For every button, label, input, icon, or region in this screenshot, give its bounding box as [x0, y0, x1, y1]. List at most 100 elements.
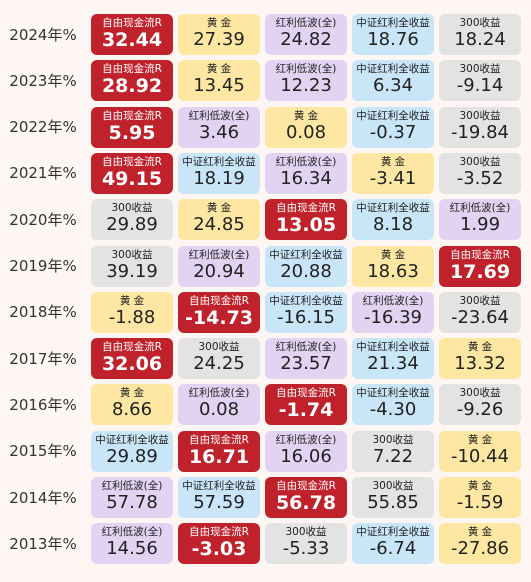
asset-name: 黄 金 [380, 248, 406, 261]
return-value: 13.32 [454, 353, 506, 375]
return-cell: 自由现金流R 49.15 [91, 152, 173, 194]
asset-name: 300收益 [459, 155, 501, 168]
asset-name: 300收益 [111, 248, 153, 261]
return-cell: 自由现金流R 17.69 [439, 245, 521, 287]
return-value: -6.74 [369, 538, 417, 560]
return-value: 29.89 [106, 214, 158, 236]
asset-name: 自由现金流R [102, 341, 162, 354]
return-cell: 红利低波(全) 3.46 [178, 106, 260, 148]
asset-name: 中证红利全收益 [356, 387, 430, 400]
asset-name: 红利低波(全) [275, 17, 337, 29]
return-cell: 300收益 7.22 [352, 430, 434, 472]
return-value: 32.44 [101, 29, 163, 51]
return-cell: 300收益 24.25 [178, 338, 260, 380]
asset-name: 红利低波(全) [275, 155, 337, 168]
return-value: -9.26 [456, 399, 504, 421]
return-cell: 自由现金流R -1.74 [265, 384, 347, 426]
asset-name: 自由现金流R [450, 248, 510, 261]
return-value: 24.82 [280, 29, 332, 50]
return-value: 20.94 [193, 260, 245, 282]
return-value: 20.88 [280, 260, 332, 282]
asset-name: 黄 金 [206, 202, 232, 215]
return-value: 57.78 [106, 492, 158, 513]
return-cell: 中证红利全收益 21.34 [352, 338, 434, 380]
return-cell: 自由现金流R 56.78 [265, 477, 347, 518]
return-cell: 自由现金流R 16.71 [178, 430, 260, 472]
return-cell: 红利低波(全) 20.94 [178, 245, 260, 287]
return-cell: 自由现金流R -3.03 [178, 523, 260, 565]
asset-name: 红利低波(全) [449, 202, 511, 215]
asset-name: 自由现金流R [102, 155, 162, 168]
return-cell: 自由现金流R 5.95 [91, 106, 173, 148]
asset-name: 300收益 [459, 17, 501, 29]
return-value: -9.14 [456, 75, 504, 97]
asset-name: 红利低波(全) [275, 63, 337, 76]
return-cell: 中证红利全收益 18.76 [352, 14, 434, 55]
return-value: 0.08 [198, 399, 240, 421]
asset-name: 自由现金流R [102, 63, 162, 76]
year-label: 2017年% [9, 349, 77, 368]
asset-name: 黄 金 [467, 341, 493, 354]
return-cell: 中证红利全收益 29.89 [91, 430, 173, 472]
return-cell: 300收益 -9.14 [439, 60, 521, 102]
return-cell: 红利低波(全) 14.56 [91, 523, 173, 565]
asset-name: 自由现金流R [276, 387, 336, 400]
return-value: 16.71 [188, 445, 250, 468]
return-value: 16.34 [280, 167, 332, 189]
return-cell: 黄 金 -1.59 [439, 477, 521, 518]
return-cell: 黄 金 -10.44 [439, 430, 521, 472]
return-value: 13.05 [275, 214, 337, 237]
return-value: -16.15 [276, 306, 336, 328]
return-value: -3.03 [191, 538, 247, 561]
asset-name: 黄 金 [119, 387, 145, 400]
return-value: 56.78 [275, 492, 337, 514]
return-value: -5.33 [282, 538, 330, 560]
return-cell: 自由现金流R 32.44 [91, 14, 173, 55]
return-cell: 红利低波(全) 1.99 [439, 199, 521, 241]
asset-name: 300收益 [285, 526, 327, 539]
asset-name: 中证红利全收益 [356, 109, 430, 122]
asset-name: 300收益 [198, 341, 240, 354]
return-value: 57.59 [193, 492, 245, 513]
return-value: 32.06 [101, 353, 163, 376]
return-cell: 自由现金流R 32.06 [91, 338, 173, 380]
year-label: 2013年% [9, 534, 77, 553]
asset-name: 中证红利全收益 [269, 294, 343, 307]
asset-name: 中证红利全收益 [269, 248, 343, 261]
return-cell: 中证红利全收益 8.18 [352, 199, 434, 241]
return-cell: 中证红利全收益 18.19 [178, 152, 260, 194]
return-value: 7.22 [372, 445, 414, 467]
year-label: 2020年% [9, 210, 77, 229]
return-cell: 红利低波(全) 16.06 [265, 430, 347, 472]
asset-name: 黄 金 [467, 526, 493, 539]
return-cell: 300收益 29.89 [91, 199, 173, 241]
return-value: 13.45 [193, 75, 245, 97]
asset-name: 自由现金流R [276, 480, 336, 492]
return-cell: 300收益 -19.84 [439, 106, 521, 148]
asset-name: 黄 金 [467, 480, 493, 492]
asset-name: 300收益 [459, 109, 501, 122]
return-cell: 黄 金 18.63 [352, 245, 434, 287]
asset-name: 300收益 [372, 480, 414, 492]
return-value: -23.64 [450, 306, 510, 328]
return-cell: 300收益 -5.33 [265, 523, 347, 565]
return-value: 18.24 [454, 29, 506, 50]
asset-name: 红利低波(全) [362, 294, 424, 307]
return-cell: 中证红利全收益 -0.37 [352, 106, 434, 148]
year-label: 2018年% [9, 303, 77, 322]
asset-name: 红利低波(全) [275, 433, 337, 446]
return-value: 49.15 [101, 167, 163, 190]
return-cell: 黄 金 -1.88 [91, 291, 173, 333]
return-cell: 300收益 39.19 [91, 245, 173, 287]
return-value: 27.39 [193, 29, 245, 50]
year-label: 2016年% [9, 395, 77, 414]
year-label: 2014年% [9, 488, 77, 507]
return-value: 0.08 [285, 121, 327, 143]
return-cell: 黄 金 -3.41 [352, 152, 434, 194]
return-cell: 自由现金流R 13.05 [265, 199, 347, 241]
return-cell: 红利低波(全) 12.23 [265, 60, 347, 102]
asset-name: 300收益 [459, 387, 501, 400]
asset-name: 黄 金 [119, 294, 145, 307]
return-value: 18.76 [367, 29, 419, 50]
asset-name: 黄 金 [380, 155, 406, 168]
